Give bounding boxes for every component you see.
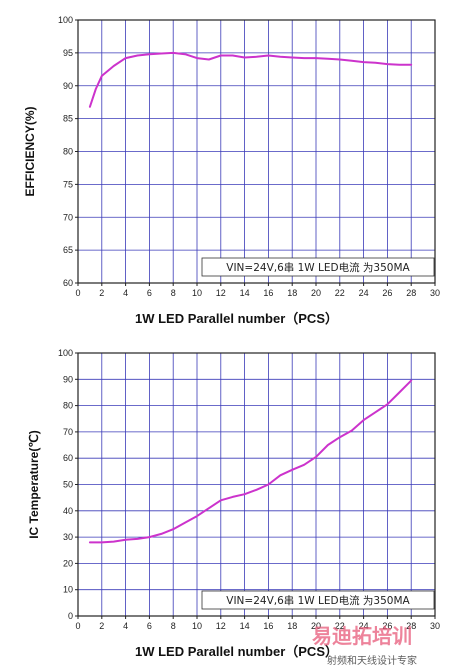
x-tick-label: 18 bbox=[287, 288, 297, 298]
x-tick-label: 26 bbox=[382, 621, 392, 631]
x-tick-label: 24 bbox=[359, 621, 369, 631]
y-tick-label: 75 bbox=[63, 179, 73, 189]
x-axis-label: 1W LED Parallel number（PCS） bbox=[135, 644, 338, 659]
x-tick-label: 20 bbox=[311, 621, 321, 631]
y-tick-label: 60 bbox=[63, 278, 73, 288]
y-tick-label: 80 bbox=[63, 147, 73, 157]
x-tick-label: 6 bbox=[147, 288, 152, 298]
y-tick-label: 0 bbox=[68, 611, 73, 621]
y-tick-label: 85 bbox=[63, 114, 73, 124]
series-line bbox=[88, 379, 413, 544]
series-line bbox=[88, 51, 413, 108]
y-tick-label: 60 bbox=[63, 453, 73, 463]
annotation-box bbox=[201, 590, 435, 610]
y-tick-label: 90 bbox=[63, 81, 73, 91]
x-tick-label: 16 bbox=[263, 621, 273, 631]
watermark-logo-text: 易迪拓培训 bbox=[312, 624, 412, 648]
x-tick-label: 2 bbox=[99, 621, 104, 631]
x-tick-label: 12 bbox=[216, 621, 226, 631]
x-tick-label: 14 bbox=[240, 621, 250, 631]
x-tick-label: 18 bbox=[287, 621, 297, 631]
x-tick-label: 28 bbox=[406, 621, 416, 631]
annotation-text: VIN=24V,6串 1W LED电流 为350MA bbox=[226, 594, 410, 607]
y-tick-label: 100 bbox=[58, 15, 73, 25]
watermark-tagline: 射频和天线设计专家 bbox=[327, 654, 417, 667]
x-tick-label: 24 bbox=[359, 288, 369, 298]
x-tick-label: 28 bbox=[406, 288, 416, 298]
x-tick-label: 4 bbox=[123, 621, 128, 631]
x-tick-label: 2 bbox=[99, 288, 104, 298]
x-tick-label: 8 bbox=[171, 288, 176, 298]
x-tick-label: 10 bbox=[192, 288, 202, 298]
y-axis-label: IC Temperature(℃) bbox=[27, 430, 41, 539]
y-tick-label: 30 bbox=[63, 532, 73, 542]
x-tick-label: 26 bbox=[382, 288, 392, 298]
y-tick-label: 10 bbox=[63, 585, 73, 595]
x-axis-label: 1W LED Parallel number（PCS） bbox=[135, 311, 338, 326]
x-tick-label: 22 bbox=[335, 621, 345, 631]
x-tick-label: 22 bbox=[335, 288, 345, 298]
y-tick-label: 20 bbox=[63, 558, 73, 568]
y-tick-label: 95 bbox=[63, 48, 73, 58]
y-tick-label: 100 bbox=[58, 348, 73, 358]
annotation-text: VIN=24V,6串 1W LED电流 为350MA bbox=[226, 261, 410, 274]
x-tick-label: 10 bbox=[192, 621, 202, 631]
x-tick-label: 8 bbox=[171, 621, 176, 631]
x-tick-label: 20 bbox=[311, 288, 321, 298]
x-tick-label: 0 bbox=[75, 621, 80, 631]
y-tick-label: 50 bbox=[63, 480, 73, 490]
y-tick-label: 80 bbox=[63, 401, 73, 411]
y-tick-label: 40 bbox=[63, 506, 73, 516]
x-tick-label: 4 bbox=[123, 288, 128, 298]
annotation-box bbox=[201, 257, 435, 277]
y-axis-label: EFFICIENCY(%) bbox=[23, 106, 37, 196]
x-tick-label: 12 bbox=[216, 288, 226, 298]
y-tick-label: 65 bbox=[63, 245, 73, 255]
x-tick-label: 0 bbox=[75, 288, 80, 298]
x-tick-label: 6 bbox=[147, 621, 152, 631]
x-tick-label: 30 bbox=[430, 288, 440, 298]
x-tick-label: 16 bbox=[263, 288, 273, 298]
y-tick-label: 90 bbox=[63, 374, 73, 384]
y-tick-label: 70 bbox=[63, 212, 73, 222]
x-tick-label: 14 bbox=[240, 288, 250, 298]
y-tick-label: 70 bbox=[63, 427, 73, 437]
x-tick-label: 30 bbox=[430, 621, 440, 631]
